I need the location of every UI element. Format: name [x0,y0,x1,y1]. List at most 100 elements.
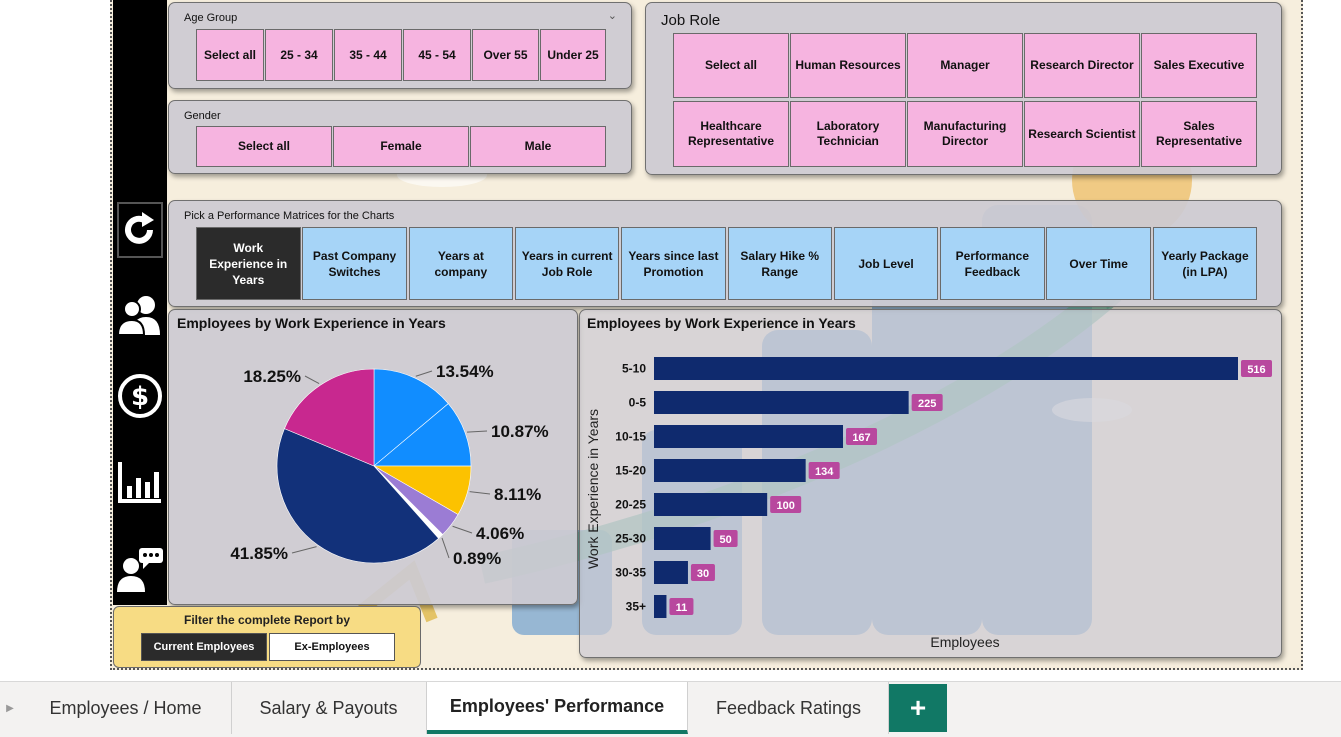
job-option-laboratory-technician[interactable]: Laboratory Technician [790,101,906,167]
pie-data-label: 18.25% [243,367,301,386]
bar-x-axis-label: Employees [930,634,999,650]
bar-category-label: 20-25 [615,498,646,512]
bar-category-label: 5-10 [622,362,646,376]
bar[interactable] [654,561,688,584]
bar-data-label-bg [911,394,943,411]
gender-option-male[interactable]: Male [470,126,606,167]
bar-data-label: 100 [776,500,794,512]
metric-option-years-at-company[interactable]: Years at company [408,227,514,300]
pie-chart: 13.54% 10.87% 8.11% 4.06% 0.89% 41.85% 18.25% [230,362,549,568]
bar[interactable] [654,493,768,516]
bar-data-label: 11 [676,602,688,614]
pie-leader-line [469,491,491,495]
age-option-over-55[interactable]: Over 55 [472,29,539,81]
pie-data-label: 10.87% [491,422,549,441]
metric-option-performance-feedback[interactable]: Performance Feedback [940,227,1045,300]
pie-chart-title: Employees by Work Experience in Years [177,315,446,331]
add-page-button[interactable]: + [889,684,947,732]
pie-slice[interactable] [373,403,472,467]
job-option-human-resources[interactable]: Human Resources [790,33,906,98]
refresh-icon[interactable] [113,200,167,260]
job-option-manager[interactable]: Manager [907,33,1023,98]
job-option-research-scientist[interactable]: Research Scientist [1024,101,1140,167]
job-role-title: Job Role [661,12,721,29]
bar-category-label: 10-15 [615,430,646,444]
bar-data-label-bg [808,462,840,479]
bar-category-label: 35+ [626,600,646,614]
chevron-down-icon[interactable]: ⌄ [607,10,617,22]
bar-data-label-bg [770,496,802,513]
bar[interactable] [654,425,844,448]
bar-data-label: 225 [918,398,936,410]
gender-title: Gender [184,110,221,122]
tab-employees-home[interactable]: Employees / Home [20,682,232,734]
job-option-research-director[interactable]: Research Director [1024,33,1140,98]
bar[interactable] [654,391,909,414]
bar-data-label-bg [1241,360,1272,377]
bar-y-axis-label: Work Experience in Years [585,409,601,569]
scroll-left-icon[interactable]: ▶ [6,702,14,714]
bar-data-label: 134 [815,466,834,478]
tab-salary-payouts[interactable]: Salary & Payouts [231,682,427,734]
metric-option-yearly-package-in-lpa[interactable]: Yearly Package (in LPA) [1152,227,1258,300]
age-group-title: Age Group [184,12,238,24]
metric-option-job-level[interactable]: Job Level [833,227,939,300]
ex-employees-button[interactable]: Ex-Employees [269,633,395,661]
bar-data-label: 50 [719,534,731,546]
metric-picker-title: Pick a Performance Matrices for the Char… [184,210,395,222]
page-tabs: ▶ Employees / Home Salary & Payouts Empl… [0,681,1341,737]
bar-chart: 5-10 516 0-5 225 10-15 167 15-20 134 20-25 100 25-… [585,357,1272,650]
bar-chart-title: Employees by Work Experience in Years [587,315,856,331]
current-employees-button[interactable]: Current Employees [141,633,267,661]
bar-chart-icon[interactable] [113,452,167,512]
bar-data-label-bg [846,428,878,445]
pie-leader-line [291,546,317,554]
pie-leader-line [304,375,320,385]
job-option-healthcare-representative[interactable]: Healthcare Representative [673,101,789,167]
age-option-under-25[interactable]: Under 25 [540,29,606,81]
pie-data-label: 4.06% [476,524,524,543]
age-option-25-34[interactable]: 25 - 34 [265,29,333,81]
gender-option-female[interactable]: Female [333,126,469,167]
report-filter-box: Filter the complete Report by Current Em… [113,606,421,668]
people-icon[interactable] [113,285,167,345]
bar[interactable] [654,459,806,482]
dollar-icon[interactable]: $ [113,366,167,426]
job-option-select-all[interactable]: Select all [673,33,789,98]
bar[interactable] [654,357,1238,380]
bar-category-label: 15-20 [615,464,646,478]
pie-leader-line [467,430,488,433]
bar[interactable] [654,595,667,618]
age-option-select-all[interactable]: Select all [196,29,264,81]
metric-option-years-in-current-job-role[interactable]: Years in current Job Role [514,227,620,300]
tab-employees-performance[interactable]: Employees' Performance [427,682,688,734]
age-option-35-44[interactable]: 35 - 44 [334,29,402,81]
tab-feedback-ratings[interactable]: Feedback Ratings [689,682,889,734]
bar-category-label: 25-30 [615,532,646,546]
metric-option-over-time[interactable]: Over Time [1046,227,1151,300]
pie-data-label: 8.11% [494,485,541,504]
bar-data-label-bg [690,564,715,581]
age-option-45-54[interactable]: 45 - 54 [403,29,471,81]
bar-data-label: 30 [697,568,709,580]
bar-data-label: 516 [1247,364,1265,376]
job-option-sales-representative[interactable]: Sales Representative [1141,101,1257,167]
bar-data-label-bg [669,598,694,615]
metric-option-work-experience-in-years[interactable]: Work Experience in Years [196,227,301,300]
metric-option-past-company-switches[interactable]: Past Company Switches [302,227,407,300]
metric-option-years-since-last-promotion[interactable]: Years since last Promotion [621,227,726,300]
feedback-icon[interactable] [113,540,167,600]
gender-option-select-all[interactable]: Select all [196,126,332,167]
svg-text:$: $ [131,382,149,412]
bar-data-label-bg [713,530,738,547]
pie-slice[interactable] [373,368,449,467]
job-option-sales-executive[interactable]: Sales Executive [1141,33,1257,98]
pie-data-label: 13.54% [436,362,494,381]
metric-option-salary-hike-range[interactable]: Salary Hike % Range [727,227,832,300]
job-option-manufacturing-director[interactable]: Manufacturing Director [907,101,1023,167]
navigation-sidebar: $ [113,0,167,605]
pie-leader-line [441,537,450,559]
bar[interactable] [654,527,711,550]
pie-slice[interactable] [284,368,375,467]
pie-slice[interactable] [276,428,440,564]
